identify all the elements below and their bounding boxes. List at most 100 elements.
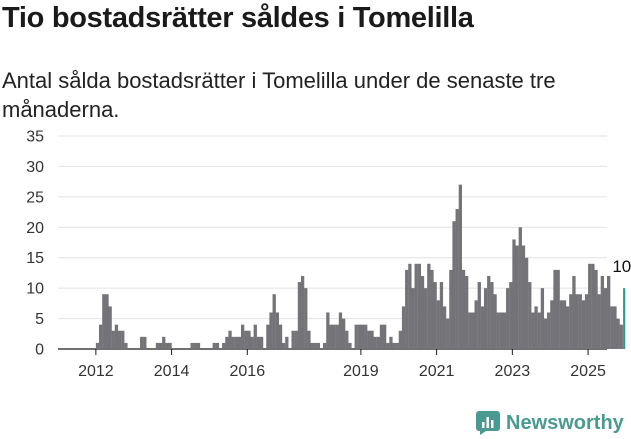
bar [401, 306, 406, 349]
bar [247, 330, 251, 349]
bar [524, 257, 529, 349]
bar [222, 342, 226, 349]
bar [241, 324, 245, 349]
bar [266, 324, 270, 349]
bar [285, 336, 289, 349]
bar [95, 342, 100, 349]
bar [556, 269, 560, 349]
y-tick-label: 15 [26, 250, 44, 267]
bar [518, 227, 522, 349]
bar [540, 288, 545, 349]
bar [534, 306, 538, 349]
bar [373, 336, 377, 349]
bar [547, 312, 551, 349]
x-tick-label: 2021 [419, 363, 455, 380]
bar [439, 282, 444, 349]
bar [278, 324, 283, 349]
bar [215, 342, 220, 349]
bar [225, 336, 229, 349]
bar [304, 288, 308, 349]
bar [253, 324, 257, 349]
x-tick-label: 2025 [570, 363, 606, 380]
bar [619, 324, 623, 349]
x-tick-label: 2014 [154, 363, 190, 380]
bar [348, 342, 352, 349]
bar [487, 275, 491, 349]
bar [581, 300, 586, 349]
bar [509, 282, 513, 349]
y-tick-label: 35 [26, 129, 44, 146]
bar [341, 318, 346, 349]
bar [250, 336, 254, 349]
bar [468, 312, 472, 349]
bar [269, 312, 273, 349]
bar [474, 300, 478, 349]
bar [102, 294, 106, 349]
bar [190, 342, 194, 349]
bar [234, 336, 238, 349]
bar [499, 312, 504, 349]
bar [496, 312, 500, 349]
bar [143, 336, 147, 349]
bar [155, 342, 160, 349]
bar [430, 269, 434, 349]
bar [427, 263, 431, 349]
bar [228, 330, 232, 349]
bar [114, 324, 119, 349]
bar [386, 342, 390, 349]
bar [446, 318, 450, 349]
bar [578, 294, 582, 349]
bar [99, 324, 103, 349]
bar [158, 342, 163, 349]
bar [357, 324, 362, 349]
bar [291, 330, 295, 349]
bar [506, 288, 510, 349]
bar [607, 275, 611, 349]
bar [140, 336, 144, 349]
bar [294, 330, 298, 349]
bar [162, 336, 166, 349]
bar [594, 269, 598, 349]
bar [379, 324, 384, 349]
bar [502, 312, 507, 349]
bar [364, 324, 368, 349]
bar [515, 245, 519, 349]
bar [405, 269, 409, 349]
x-tick-label: 2012 [78, 363, 114, 380]
bar [168, 342, 172, 349]
bar [367, 330, 371, 349]
bar [244, 330, 248, 349]
chart-title: Tio bostadsrätter såldes i Tomelilla [2, 2, 474, 34]
bar [111, 330, 115, 349]
bar [559, 300, 563, 349]
y-tick-label: 20 [26, 220, 44, 237]
bar [108, 306, 112, 349]
bar [297, 282, 302, 349]
bar [433, 282, 437, 349]
bar [414, 263, 418, 349]
bar [613, 306, 617, 349]
bar [389, 336, 393, 349]
bar [537, 312, 541, 349]
bar [354, 324, 358, 349]
bar [436, 300, 440, 349]
bar [275, 312, 280, 349]
bar-chart-logo-icon [476, 411, 500, 435]
bar [231, 336, 235, 349]
bar [105, 294, 109, 349]
y-tick-label: 30 [26, 159, 44, 176]
bar [565, 306, 570, 349]
bar [326, 312, 330, 349]
bar [490, 282, 494, 349]
bar [531, 312, 535, 349]
bar [543, 318, 548, 349]
bar [553, 269, 557, 349]
chart-subtitle: Antal sålda bostadsrätter i Tomelilla un… [2, 68, 556, 122]
bar [259, 336, 264, 349]
bar [411, 288, 415, 349]
bar [572, 275, 576, 349]
bar [329, 324, 333, 349]
bar [512, 239, 516, 349]
